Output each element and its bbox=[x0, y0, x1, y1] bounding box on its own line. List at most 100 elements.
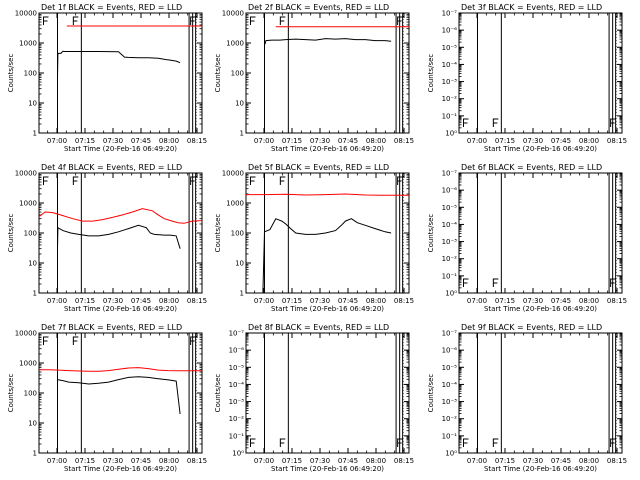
panel-title: Det 1f BLACK = Events, RED = LLD bbox=[41, 3, 182, 12]
y-tick-label: 10⁻⁶ bbox=[442, 347, 458, 355]
x-tick-label: 08:00 bbox=[159, 457, 179, 465]
panel-det-4: Det 4f BLACK = Events, RED = LLD 1 10 100 10… bbox=[7, 163, 207, 313]
x-axis-label: Start Time (20-Feb-16 06:49:20) bbox=[271, 305, 384, 313]
x-tick-label: 07:00 bbox=[254, 457, 274, 465]
flag-marker bbox=[462, 118, 469, 127]
flag-marker bbox=[462, 278, 469, 287]
flag-marker bbox=[610, 118, 616, 127]
y-tick-label: 10⁻⁷ bbox=[442, 10, 458, 18]
x-tick-label: 08:00 bbox=[579, 457, 599, 465]
x-tick-label: 07:30 bbox=[310, 457, 330, 465]
y-tick-label: 10⁻⁶ bbox=[442, 187, 458, 195]
x-tick-label: 07:00 bbox=[254, 297, 274, 305]
y-tick-label: 10⁻⁴ bbox=[442, 381, 458, 389]
y-tick-label: 10⁻¹ bbox=[442, 112, 458, 120]
flag-marker bbox=[72, 336, 79, 345]
panel-title: Det 8f BLACK = Events, RED = LLD bbox=[248, 323, 389, 332]
y-tick-label: 10⁻⁷ bbox=[442, 330, 458, 338]
x-tick-label: 07:15 bbox=[495, 457, 515, 465]
x-tick-label: 08:00 bbox=[159, 297, 179, 305]
y-tick-label: 10000 bbox=[15, 10, 37, 18]
flag-marker bbox=[190, 176, 196, 185]
x-tick-label: 07:45 bbox=[338, 297, 358, 305]
x-tick-label: 08:15 bbox=[187, 457, 207, 465]
y-tick-label: 1000 bbox=[19, 40, 37, 48]
y-tick-label: 10 bbox=[28, 260, 37, 268]
y-axis-label: Counts/sec bbox=[427, 214, 435, 253]
y-axis-label: Counts/sec bbox=[427, 374, 435, 413]
x-axis-label: Start Time (20-Feb-16 06:49:20) bbox=[484, 305, 597, 313]
y-tick-label: 1 bbox=[240, 130, 244, 138]
flag-marker bbox=[492, 438, 499, 447]
x-tick-label: 07:45 bbox=[131, 297, 151, 305]
x-tick-label: 07:45 bbox=[338, 457, 358, 465]
y-tick-label: 100 bbox=[231, 230, 244, 238]
flag-marker bbox=[249, 438, 256, 447]
x-tick-label: 07:15 bbox=[75, 457, 95, 465]
y-axis-label: Counts/sec bbox=[214, 214, 222, 253]
y-axis-label: Counts/sec bbox=[427, 54, 435, 93]
y-tick-label: 1 bbox=[33, 290, 37, 298]
y-tick-label: 10⁻¹ bbox=[229, 432, 245, 440]
x-axis-label: Start Time (20-Feb-16 06:49:20) bbox=[271, 465, 384, 473]
y-axis-label: Counts/sec bbox=[7, 374, 15, 413]
flag-marker bbox=[249, 16, 256, 25]
flag-marker bbox=[397, 176, 403, 185]
panel-det-3: Det 3f BLACK = Events, RED = LLD 10⁰ 10⁻¹ 1… bbox=[427, 3, 627, 153]
y-tick-label: 10⁻² bbox=[442, 415, 458, 423]
flag-marker bbox=[397, 438, 403, 447]
y-tick-label: 100 bbox=[231, 70, 244, 78]
x-tick-label: 07:00 bbox=[47, 297, 67, 305]
panel-title: Det 7f BLACK = Events, RED = LLD bbox=[41, 323, 182, 332]
x-tick-label: 08:15 bbox=[607, 457, 627, 465]
flag-marker bbox=[72, 176, 79, 185]
x-tick-label: 07:45 bbox=[131, 457, 151, 465]
series-lld-line bbox=[39, 367, 202, 372]
panel-det-8: Det 8f BLACK = Events, RED = LLD 10⁰ 10⁻¹ 1… bbox=[214, 323, 414, 473]
x-tick-label: 07:30 bbox=[103, 457, 123, 465]
y-tick-label: 10⁰ bbox=[445, 450, 457, 458]
y-tick-label: 10⁰ bbox=[445, 130, 457, 138]
y-tick-label: 10⁻³ bbox=[442, 398, 458, 406]
y-axis-label: Counts/sec bbox=[214, 54, 222, 93]
x-tick-label: 07:45 bbox=[338, 137, 358, 145]
y-tick-label: 10⁻² bbox=[442, 255, 458, 263]
y-tick-label: 1000 bbox=[226, 40, 244, 48]
y-axis-label: Counts/sec bbox=[7, 54, 15, 93]
y-tick-label: 10⁻² bbox=[442, 95, 458, 103]
x-tick-label: 07:15 bbox=[282, 457, 302, 465]
x-tick-label: 08:00 bbox=[159, 137, 179, 145]
y-tick-label: 100 bbox=[24, 390, 37, 398]
y-tick-label: 10⁻⁵ bbox=[442, 204, 458, 212]
x-axis-label: Start Time (20-Feb-16 06:49:20) bbox=[484, 145, 597, 153]
y-tick-label: 10⁻⁵ bbox=[229, 364, 245, 372]
flag-marker bbox=[462, 438, 469, 447]
series-events-line bbox=[57, 376, 181, 415]
x-tick-label: 07:15 bbox=[495, 137, 515, 145]
panel-det-1: Det 1f BLACK = Events, RED = LLD 1 10 100 10… bbox=[7, 3, 207, 153]
y-tick-label: 10⁻² bbox=[229, 415, 245, 423]
flag-marker bbox=[72, 16, 79, 25]
y-tick-label: 1000 bbox=[19, 200, 37, 208]
y-tick-label: 10⁻¹ bbox=[442, 432, 458, 440]
x-tick-label: 08:15 bbox=[394, 137, 414, 145]
y-tick-label: 10 bbox=[235, 100, 244, 108]
flag-marker bbox=[279, 438, 286, 447]
panel-title: Det 6f BLACK = Events, RED = LLD bbox=[461, 163, 602, 172]
y-tick-label: 10⁻⁵ bbox=[442, 364, 458, 372]
y-tick-label: 10⁻¹ bbox=[442, 272, 458, 280]
series-events-line bbox=[264, 38, 392, 45]
x-tick-label: 07:15 bbox=[495, 297, 515, 305]
x-tick-label: 08:00 bbox=[366, 457, 386, 465]
y-tick-label: 10⁻⁶ bbox=[229, 347, 245, 355]
y-tick-label: 1 bbox=[33, 450, 37, 458]
flag-marker bbox=[42, 336, 49, 345]
x-tick-label: 08:15 bbox=[607, 297, 627, 305]
x-axis-label: Start Time (20-Feb-16 06:49:20) bbox=[64, 305, 177, 313]
flag-marker bbox=[190, 336, 196, 345]
y-tick-label: 1000 bbox=[226, 200, 244, 208]
x-tick-label: 08:00 bbox=[579, 297, 599, 305]
y-tick-label: 10 bbox=[28, 100, 37, 108]
y-axis-label: Counts/sec bbox=[214, 374, 222, 413]
